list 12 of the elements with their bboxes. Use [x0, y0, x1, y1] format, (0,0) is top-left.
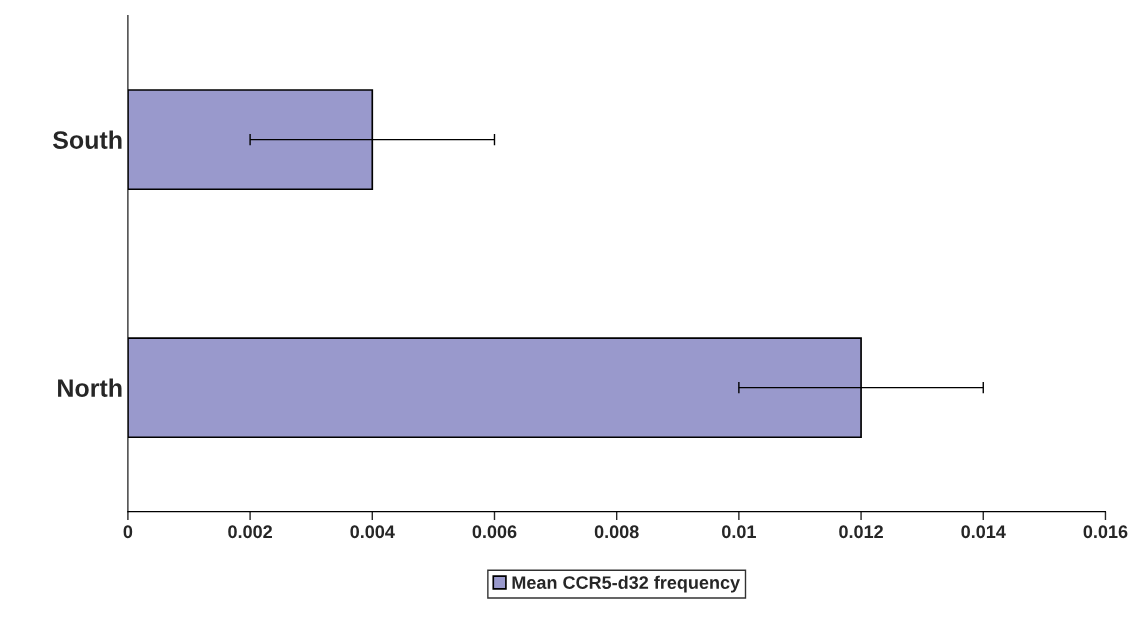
x-tick-label: 0.01	[722, 525, 756, 539]
x-tick-label: 0.006	[472, 525, 517, 539]
y-tick-label: North	[58, 378, 122, 397]
x-tick-label: 0	[123, 525, 133, 539]
legend-label: Mean CCR5-d32 frequency	[512, 575, 740, 593]
x-tick-label: 0.014	[961, 525, 1006, 539]
x-tick-label: 0.004	[350, 525, 395, 539]
x-tick-label: 0.008	[594, 525, 639, 539]
x-tick-label: 0.002	[228, 525, 272, 539]
y-tick-label: South	[52, 130, 122, 149]
x-tick-label: 0.012	[839, 525, 883, 539]
x-tick-label: 0.016	[1083, 525, 1128, 539]
